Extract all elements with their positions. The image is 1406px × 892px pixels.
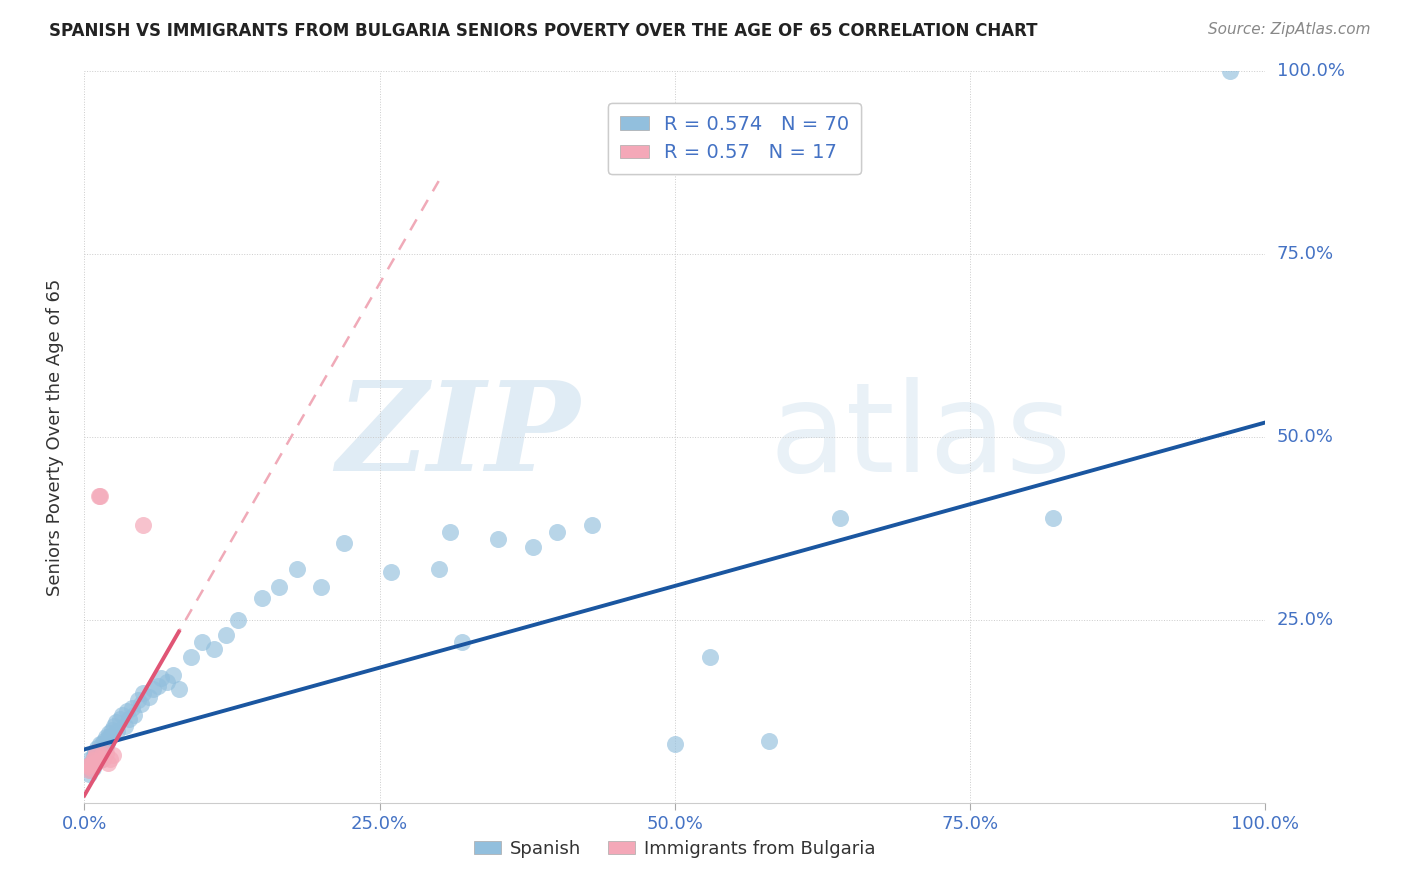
Point	[77, 759, 100, 773]
Point	[94, 730, 117, 744]
Point	[98, 752, 121, 766]
Point	[1219, 64, 1241, 78]
Point	[91, 740, 114, 755]
Point	[250, 591, 273, 605]
Point	[180, 649, 202, 664]
Point	[111, 708, 134, 723]
Point	[93, 733, 115, 747]
Point	[84, 756, 107, 770]
Point	[115, 705, 138, 719]
Point	[91, 748, 114, 763]
Point	[82, 761, 104, 775]
Point	[100, 723, 122, 737]
Point	[129, 697, 152, 711]
Point	[77, 763, 100, 777]
Point	[91, 737, 114, 751]
Point	[98, 729, 121, 743]
Text: ZIP: ZIP	[336, 376, 581, 498]
Point	[87, 748, 110, 763]
Point	[86, 740, 108, 755]
Point	[269, 580, 291, 594]
Point	[127, 693, 149, 707]
Point	[202, 642, 225, 657]
Text: 25.0%: 25.0%	[1277, 611, 1334, 629]
Point	[94, 746, 117, 760]
Point	[758, 733, 780, 747]
Point	[77, 766, 100, 780]
Point	[1042, 510, 1064, 524]
Point	[82, 753, 104, 767]
Point	[97, 756, 120, 770]
Point	[122, 708, 145, 723]
Text: atlas: atlas	[769, 376, 1071, 498]
Point	[215, 627, 238, 641]
Point	[80, 761, 103, 775]
Point	[699, 649, 721, 664]
Point	[830, 510, 852, 524]
Point	[84, 750, 107, 764]
Point	[80, 756, 103, 770]
Point	[285, 562, 308, 576]
Point	[97, 731, 120, 746]
Y-axis label: Seniors Poverty Over the Age of 65: Seniors Poverty Over the Age of 65	[45, 278, 63, 596]
Text: 50.0%: 50.0%	[1277, 428, 1333, 446]
Point	[87, 489, 110, 503]
Point	[84, 745, 107, 759]
Text: 100.0%: 100.0%	[1277, 62, 1344, 80]
Point	[96, 736, 118, 750]
Point	[94, 739, 117, 753]
Point	[142, 682, 165, 697]
Point	[439, 525, 461, 540]
Point	[333, 536, 356, 550]
Text: 75.0%: 75.0%	[1277, 245, 1334, 263]
Point	[146, 679, 169, 693]
Point	[486, 533, 509, 547]
Point	[226, 613, 249, 627]
Point	[156, 675, 179, 690]
Point	[309, 580, 332, 594]
Point	[79, 763, 101, 777]
Point	[522, 540, 544, 554]
Point	[79, 752, 101, 766]
Point	[89, 737, 111, 751]
Point	[121, 700, 143, 714]
Point	[103, 719, 125, 733]
Point	[90, 745, 112, 759]
Point	[105, 715, 128, 730]
Point	[191, 635, 214, 649]
Point	[84, 745, 107, 759]
Text: Source: ZipAtlas.com: Source: ZipAtlas.com	[1208, 22, 1371, 37]
Legend: R = 0.574   N = 70, R = 0.57   N = 17: R = 0.574 N = 70, R = 0.57 N = 17	[607, 103, 860, 174]
Point	[546, 525, 568, 540]
Point	[77, 759, 100, 773]
Point	[84, 752, 107, 766]
Point	[132, 517, 155, 532]
Point	[427, 562, 450, 576]
Point	[664, 737, 686, 751]
Point	[150, 672, 173, 686]
Point	[91, 752, 114, 766]
Point	[581, 517, 603, 532]
Text: SPANISH VS IMMIGRANTS FROM BULGARIA SENIORS POVERTY OVER THE AGE OF 65 CORRELATI: SPANISH VS IMMIGRANTS FROM BULGARIA SENI…	[49, 22, 1038, 40]
Point	[83, 748, 105, 763]
Point	[162, 667, 184, 681]
Point	[167, 682, 190, 697]
Point	[138, 690, 160, 704]
Point	[107, 724, 129, 739]
Point	[98, 726, 121, 740]
Point	[380, 566, 402, 580]
Point	[79, 757, 101, 772]
Point	[118, 712, 141, 726]
Point	[108, 712, 131, 726]
Point	[132, 686, 155, 700]
Legend: Spanish, Immigrants from Bulgaria: Spanish, Immigrants from Bulgaria	[467, 833, 883, 865]
Point	[451, 635, 474, 649]
Point	[83, 756, 105, 770]
Point	[89, 489, 111, 503]
Point	[114, 719, 136, 733]
Point	[101, 748, 124, 763]
Point	[89, 753, 111, 767]
Point	[83, 753, 105, 767]
